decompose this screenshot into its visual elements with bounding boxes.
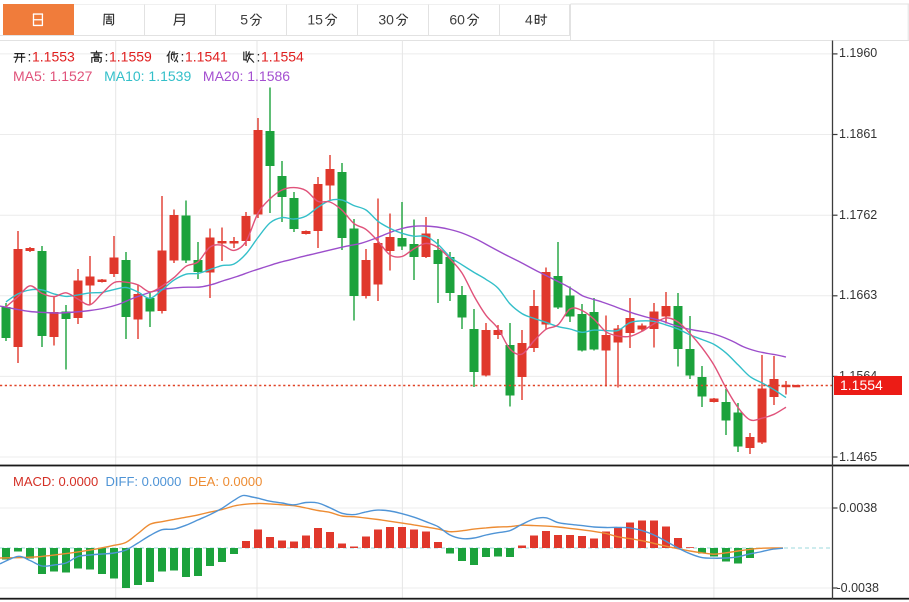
- svg-text:4: 4: [525, 12, 533, 28]
- svg-text:60: 60: [449, 12, 465, 28]
- svg-text::: :: [181, 49, 185, 65]
- svg-text:30: 30: [378, 12, 394, 28]
- svg-text::: :: [28, 49, 32, 65]
- svg-text::: :: [257, 49, 261, 65]
- svg-text:1.1559: 1.1559: [109, 49, 152, 65]
- svg-text:15: 15: [307, 12, 323, 28]
- svg-text:5: 5: [240, 12, 248, 28]
- svg-text::: :: [105, 49, 109, 65]
- svg-text:1.1541: 1.1541: [185, 49, 228, 65]
- svg-text:1.1553: 1.1553: [32, 49, 75, 65]
- svg-text:1.1554: 1.1554: [261, 49, 304, 65]
